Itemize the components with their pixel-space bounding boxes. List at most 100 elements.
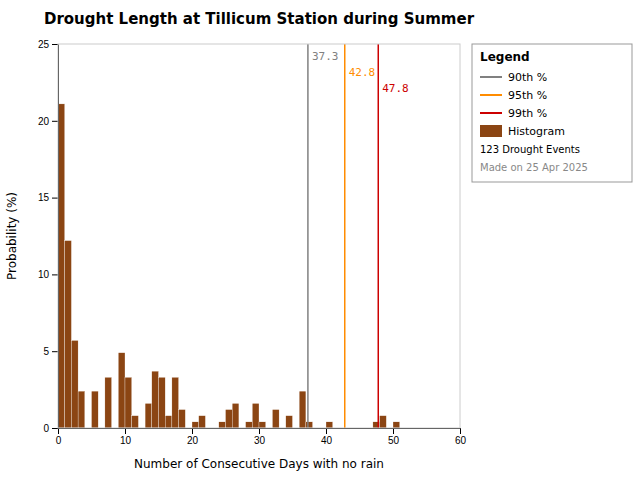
tick-label: 15 [38, 192, 50, 203]
legend-swatch [480, 125, 502, 137]
tick-label: 10 [38, 269, 50, 280]
legend-swatch [480, 76, 502, 78]
bar [58, 104, 65, 428]
tick-label: 20 [38, 116, 50, 127]
bar [132, 416, 139, 428]
bar [380, 416, 387, 428]
bar [145, 403, 152, 428]
tick-label: 50 [388, 435, 400, 446]
tick: 10 [38, 269, 58, 280]
bar [259, 422, 266, 428]
legend-item: Made on 25 Apr 2025 [480, 162, 588, 173]
tick-mark [393, 428, 394, 434]
tick-label: 0 [43, 423, 49, 434]
tick: 60 [455, 428, 467, 446]
percentile-line [344, 44, 346, 428]
legend-label: 95th % [508, 89, 547, 102]
bar [272, 410, 279, 428]
bar [118, 353, 125, 428]
tick: 20 [187, 428, 199, 446]
tick-mark [52, 198, 58, 199]
tick-label: 10 [120, 435, 132, 446]
tick: 40 [321, 428, 333, 446]
bar [306, 422, 313, 428]
bar [152, 371, 159, 428]
tick-label: 40 [321, 435, 333, 446]
bar [246, 422, 253, 428]
bar [125, 377, 132, 428]
legend-label: 99th % [508, 107, 547, 120]
tick-mark [460, 428, 461, 434]
tick-label: 60 [455, 435, 467, 446]
legend-swatch [480, 112, 502, 114]
percentile-label: 47.8 [382, 82, 409, 95]
percentile-line [307, 44, 309, 428]
tick-mark [52, 121, 58, 122]
bar [199, 416, 206, 428]
bar [65, 241, 72, 428]
legend: Legend 90th % 95th % 99th % Histogram 123 Dro… [472, 44, 632, 182]
legend-item: 95th % [480, 89, 547, 102]
axis-line [59, 429, 461, 435]
bar [105, 377, 112, 428]
legend-item: 90th % [480, 71, 547, 84]
bar [192, 422, 199, 428]
plot-frame [58, 44, 460, 428]
bar [326, 422, 333, 428]
bar [299, 391, 306, 428]
tick-label: 30 [254, 435, 266, 446]
tick: 15 [38, 192, 58, 203]
bar [393, 422, 400, 428]
percentile-label: 42.8 [349, 66, 376, 79]
tick-mark [125, 428, 126, 434]
bar [78, 391, 85, 428]
bar [165, 416, 172, 428]
bar [159, 377, 166, 428]
tick: 30 [254, 428, 266, 446]
tick: 0 [56, 428, 62, 446]
tick-mark [259, 428, 260, 434]
marks [58, 44, 400, 428]
bars [58, 104, 400, 428]
bar [232, 403, 239, 428]
tick-mark [52, 44, 58, 45]
tick: 0 [43, 423, 58, 434]
legend-title: Legend [480, 50, 530, 64]
tick: 50 [388, 428, 400, 446]
legend-note: Made on 25 Apr 2025 [480, 162, 588, 173]
legend-item: 99th % [480, 107, 547, 120]
x-axis-title: Number of Consecutive Days with no rain [134, 457, 384, 471]
legend-label: Histogram [508, 125, 565, 138]
tick: 25 [38, 39, 58, 50]
percentile-label: 37.3 [312, 50, 339, 63]
tick-mark [52, 351, 58, 352]
legend-note: 123 Drought Events [480, 144, 580, 155]
percentile-line [378, 44, 380, 428]
chart: 0 10 20 30 40 50 60 0 5 10 15 20 25 37.3 42.8 47.8 Droug… [0, 0, 640, 480]
tick-label: 0 [56, 435, 62, 446]
y-axis-title: Probability (%) [5, 192, 19, 280]
tick-mark [326, 428, 327, 434]
legend-swatch [480, 94, 502, 96]
title: Drought Length at Tillicum Station durin… [44, 10, 475, 28]
bar [71, 340, 78, 428]
bar [226, 410, 233, 428]
tick-label: 5 [43, 346, 49, 357]
tick-label: 25 [38, 39, 50, 50]
bar [219, 422, 226, 428]
tick: 20 [38, 116, 58, 127]
tick-mark [192, 428, 193, 434]
legend-label: 90th % [508, 71, 547, 84]
bar [172, 377, 179, 428]
x-axis: 0 10 20 30 40 50 60 [56, 428, 467, 446]
bar [92, 391, 99, 428]
bar [286, 416, 293, 428]
legend-box [472, 44, 632, 182]
bar [252, 403, 259, 428]
legend-item: Histogram [480, 125, 565, 138]
tick-label: 20 [187, 435, 199, 446]
plot: 0 10 20 30 40 50 60 0 5 10 15 20 25 37.3 42.8 47.8 [38, 39, 467, 446]
legend-item: 123 Drought Events [480, 144, 580, 155]
y-axis: 0 5 10 15 20 25 [38, 39, 59, 434]
tick-mark [52, 428, 58, 429]
